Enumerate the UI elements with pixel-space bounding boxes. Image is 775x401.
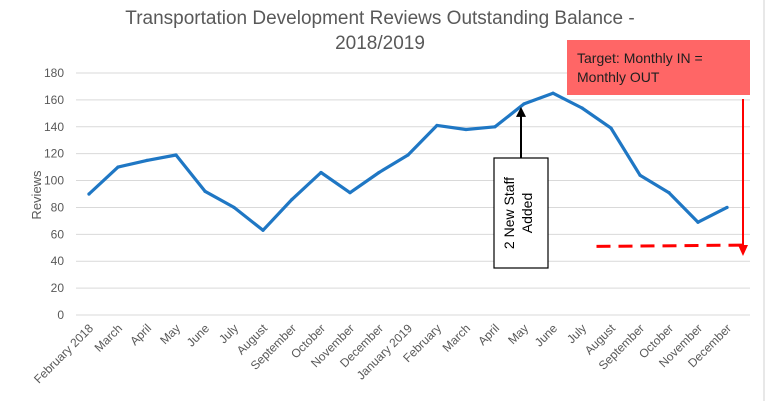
y-axis-label: Reviews bbox=[29, 170, 44, 220]
x-tick-label-4: June bbox=[184, 321, 213, 350]
data-series bbox=[87, 91, 729, 232]
y-tick-label-20: 20 bbox=[51, 281, 65, 295]
data-point-19 bbox=[638, 173, 642, 177]
staff-arrowhead bbox=[516, 106, 526, 117]
data-point-1 bbox=[116, 165, 120, 169]
target-box bbox=[567, 40, 750, 95]
data-point-20 bbox=[667, 191, 671, 195]
target-dashed-line bbox=[596, 243, 745, 248]
x-tick-label-17: July bbox=[564, 321, 589, 346]
y-tick-label-100: 100 bbox=[44, 174, 64, 188]
staff-text-line-2: Added bbox=[519, 193, 535, 233]
y-tick-label-40: 40 bbox=[51, 254, 65, 268]
data-point-11 bbox=[406, 153, 410, 157]
data-point-12 bbox=[435, 123, 439, 128]
x-tick-label-0: February 2018 bbox=[31, 321, 96, 386]
target-text-line-2: Monthly OUT bbox=[577, 69, 660, 85]
data-point-18 bbox=[609, 126, 613, 130]
data-point-7 bbox=[290, 197, 294, 201]
data-point-9 bbox=[348, 191, 352, 195]
y-tick-label-160: 160 bbox=[44, 93, 64, 107]
chart-title-line-2: 2018/2019 bbox=[335, 33, 425, 54]
gridlines bbox=[76, 72, 750, 316]
data-point-17 bbox=[580, 106, 584, 110]
data-point-13 bbox=[464, 127, 468, 132]
target-arrowhead bbox=[738, 245, 748, 256]
target-text-line-1: Target: Monthly IN = bbox=[577, 50, 703, 66]
data-point-4 bbox=[203, 189, 207, 193]
y-tick-label-0: 0 bbox=[57, 308, 64, 322]
series-line-0 bbox=[87, 91, 729, 232]
target-annotation: Target: Monthly IN = Monthly OUT bbox=[567, 40, 750, 256]
data-point-5 bbox=[232, 205, 236, 210]
data-point-14 bbox=[493, 125, 497, 129]
staff-text-line-1: 2 New Staff bbox=[501, 177, 517, 249]
y-axis-tick-labels: 0 20 40 60 80 100 120 140 160 180 bbox=[44, 66, 64, 322]
x-tick-label-15: May bbox=[505, 321, 531, 347]
data-point-8 bbox=[319, 170, 323, 175]
x-tick-label-1: March bbox=[92, 321, 125, 354]
staff-box bbox=[493, 157, 549, 269]
data-point-0 bbox=[87, 192, 91, 196]
y-tick-label-60: 60 bbox=[51, 227, 65, 241]
y-tick-label-180: 180 bbox=[44, 66, 64, 80]
x-tick-label-2: April bbox=[127, 321, 154, 348]
data-point-2 bbox=[145, 158, 149, 162]
data-point-21 bbox=[696, 220, 700, 224]
x-tick-label-14: April bbox=[475, 321, 502, 348]
data-point-22 bbox=[725, 205, 729, 210]
data-point-15 bbox=[522, 102, 526, 106]
data-point-6 bbox=[261, 228, 265, 232]
x-tick-label-13: March bbox=[440, 321, 473, 354]
y-tick-label-140: 140 bbox=[44, 120, 64, 134]
data-point-16 bbox=[551, 91, 555, 95]
chart-title-line-1: Transportation Development Reviews Outst… bbox=[125, 8, 634, 29]
x-tick-label-3: May bbox=[157, 321, 183, 347]
data-point-3 bbox=[174, 153, 178, 157]
y-tick-label-80: 80 bbox=[51, 200, 65, 214]
staff-annotation: 2 New Staff Added bbox=[493, 106, 549, 269]
chart-title: Transportation Development Reviews Outst… bbox=[125, 8, 634, 54]
x-tick-label-5: July bbox=[216, 321, 241, 346]
x-tick-label-16: June bbox=[532, 321, 561, 350]
y-tick-label-120: 120 bbox=[44, 147, 64, 161]
data-point-10 bbox=[377, 170, 381, 175]
